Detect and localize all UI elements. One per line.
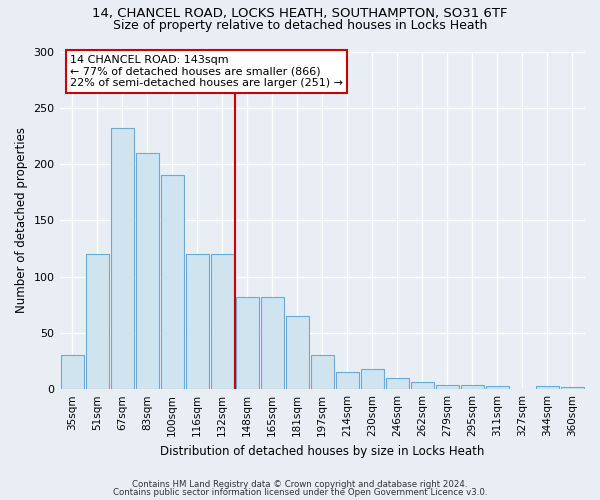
Bar (61, 356, 83, 389)
Bar (185, 254, 209, 389)
Text: Contains HM Land Registry data © Crown copyright and database right 2024.: Contains HM Land Registry data © Crown c… (132, 480, 468, 489)
Text: Contains public sector information licensed under the Open Government Licence v3: Contains public sector information licen… (113, 488, 487, 497)
Bar (336, 372, 359, 389)
Bar (536, 386, 559, 389)
Bar (110, 128, 134, 389)
Text: 14, CHANCEL ROAD, LOCKS HEATH, SOUTHAMPTON, SO31 6TF: 14, CHANCEL ROAD, LOCKS HEATH, SOUTHAMPT… (92, 8, 508, 20)
Bar (486, 386, 509, 389)
Bar (161, 176, 184, 389)
Bar (561, 387, 584, 389)
Bar (311, 356, 334, 389)
Bar (286, 316, 309, 389)
Bar (386, 378, 409, 389)
Bar (411, 382, 434, 389)
Bar (211, 254, 233, 389)
Text: 14 CHANCEL ROAD: 143sqm
← 77% of detached houses are smaller (866)
22% of semi-d: 14 CHANCEL ROAD: 143sqm ← 77% of detache… (70, 55, 343, 88)
Text: Size of property relative to detached houses in Locks Heath: Size of property relative to detached ho… (113, 18, 487, 32)
Bar (361, 369, 384, 389)
Bar (86, 254, 109, 389)
Bar (236, 297, 259, 389)
Bar (136, 153, 158, 389)
X-axis label: Distribution of detached houses by size in Locks Heath: Distribution of detached houses by size … (160, 444, 484, 458)
Y-axis label: Number of detached properties: Number of detached properties (15, 128, 28, 314)
Bar (261, 297, 284, 389)
Bar (436, 384, 459, 389)
Bar (461, 384, 484, 389)
